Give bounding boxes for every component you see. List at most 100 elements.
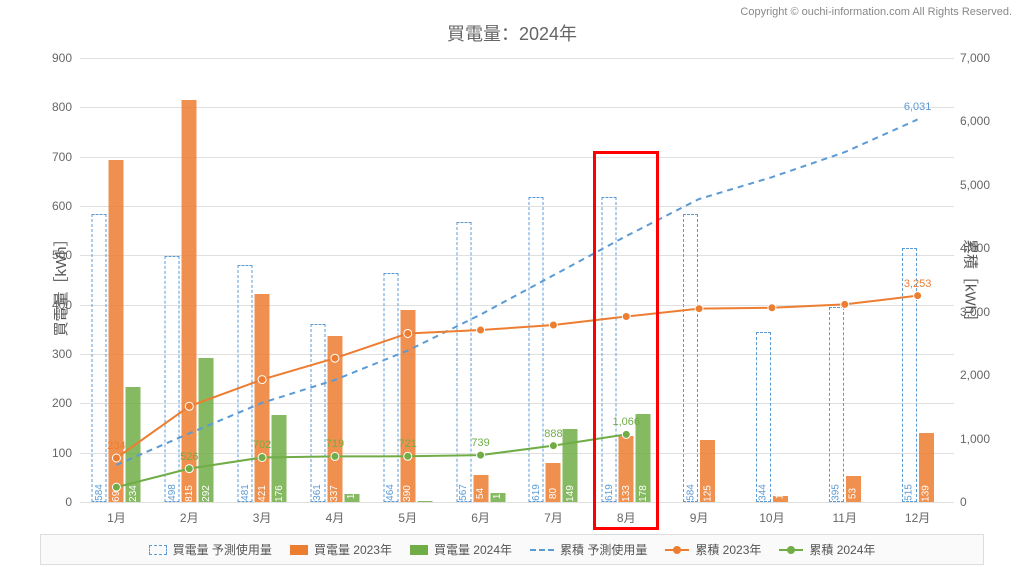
bar-forecast: 567	[456, 222, 471, 502]
legend-label: 買電量 2024年	[434, 541, 512, 558]
x-tick: 12月	[905, 509, 930, 526]
bar-2023: 133	[619, 436, 634, 502]
x-tick: 9月	[690, 509, 709, 526]
y-axis-left-label: 買電量［kWh］	[50, 231, 71, 336]
y-tick-right: 1,000	[960, 432, 1006, 446]
legend: 買電量 予測使用量 買電量 2023年 買電量 2024年 累積 予測使用量 累積 20…	[40, 534, 984, 565]
x-tick: 7月	[544, 509, 563, 526]
y-tick-right: 6,000	[960, 114, 1006, 128]
x-tick: 1月	[107, 509, 126, 526]
legend-item: 買電量 2024年	[410, 541, 512, 558]
legend-swatch	[410, 545, 428, 555]
bars-group: 481 421 176	[238, 265, 287, 502]
bar-label: 139	[921, 485, 932, 502]
legend-item: 累積 予測使用量	[530, 541, 647, 558]
bar-label: 176	[274, 485, 285, 502]
legend-swatch	[530, 549, 554, 551]
bar-label: 584	[685, 484, 696, 501]
bars-group: 498815292	[165, 100, 214, 502]
bars-group: 619 80149	[529, 197, 578, 502]
bar-label: 178	[638, 485, 649, 502]
bars-group: 395 53	[829, 307, 861, 502]
bar-label: 234	[128, 485, 139, 502]
line-point-label: 702	[253, 439, 271, 451]
bars-group: 619 133 178	[602, 197, 651, 502]
bar-label: 18	[492, 488, 503, 499]
bar-label: 17	[346, 488, 357, 499]
bar-label: 395	[831, 484, 842, 501]
bar-2024: 17	[344, 494, 359, 502]
y-tick-right: 3,000	[960, 305, 1006, 319]
grid-line	[80, 58, 954, 59]
legend-label: 累積 2023年	[695, 541, 761, 558]
legend-swatch	[149, 545, 167, 555]
chart-title: 買電量：2024年	[0, 20, 1024, 46]
legend-item: 累積 2023年	[665, 541, 761, 558]
bar-2023: 125	[700, 440, 715, 502]
bar-label: 125	[702, 485, 713, 502]
bar-2024: 176	[272, 415, 287, 502]
y-tick-right: 0	[960, 495, 1006, 509]
y-tick-right: 5,000	[960, 178, 1006, 192]
bar-label: 54	[475, 488, 486, 499]
bar-label: 619	[531, 484, 542, 501]
copyright-text: Copyright © ouchi-information.com All Ri…	[740, 6, 1012, 18]
bar-label: 694	[111, 485, 122, 502]
y-tick-left: 800	[32, 100, 72, 114]
legend-item: 買電量 2023年	[290, 541, 392, 558]
bar-2024: 292	[199, 358, 214, 502]
bar-label: 567	[458, 484, 469, 501]
legend-label: 買電量 予測使用量	[173, 541, 272, 558]
bar-label: 361	[312, 484, 323, 501]
bars-group: 567 54 18	[456, 222, 505, 502]
legend-marker-icon	[673, 546, 681, 554]
grid-line	[80, 502, 954, 503]
y-tick-left: 100	[32, 446, 72, 460]
plot-area: 010020030040050060070080090001,0002,0003…	[80, 58, 954, 502]
bar-2023: 53	[846, 476, 861, 502]
bars-group: 584 125	[683, 214, 715, 502]
bar-2023: 139	[919, 433, 934, 502]
x-tick: 10月	[759, 509, 784, 526]
y-tick-left: 300	[32, 347, 72, 361]
bar-label: 2	[419, 491, 430, 497]
legend-label: 累積 2024年	[809, 541, 875, 558]
legend-label: 累積 予測使用量	[560, 541, 647, 558]
bar-label: 619	[604, 484, 615, 501]
line-point-label: 1,066	[612, 416, 640, 428]
bar-label: 344	[758, 484, 769, 501]
legend-swatch	[290, 545, 308, 555]
bar-label: 13	[775, 488, 786, 499]
bar-2023: 390	[400, 310, 415, 502]
bars-group: 361 337 17	[310, 324, 359, 502]
bar-2023: 421	[255, 294, 270, 502]
bar-forecast: 361	[310, 324, 325, 502]
y-tick-left: 0	[32, 495, 72, 509]
bar-forecast: 464	[383, 273, 398, 502]
bar-2023: 13	[773, 496, 788, 502]
line-point-label: 234	[107, 440, 125, 452]
x-tick: 4月	[326, 509, 345, 526]
y-tick-left: 600	[32, 199, 72, 213]
y-tick-left: 700	[32, 150, 72, 164]
bar-forecast: 619	[529, 197, 544, 502]
bar-label: 464	[385, 484, 396, 501]
y-tick-right: 2,000	[960, 368, 1006, 382]
legend-label: 買電量 2023年	[314, 541, 392, 558]
y-tick-left: 500	[32, 248, 72, 262]
bar-2024: 2	[417, 501, 432, 502]
bar-forecast: 584	[92, 214, 107, 502]
bar-2023: 54	[473, 475, 488, 502]
legend-item: 買電量 予測使用量	[149, 541, 272, 558]
legend-swatch	[779, 549, 803, 551]
line-point-label: 721	[399, 438, 417, 450]
bar-label: 337	[329, 485, 340, 502]
bar-2024: 149	[563, 429, 578, 503]
x-tick: 11月	[833, 509, 857, 526]
bar-label: 481	[240, 484, 251, 501]
bar-label: 815	[184, 485, 195, 502]
legend-item: 累積 2024年	[779, 541, 875, 558]
bar-2023: 80	[546, 463, 561, 502]
legend-marker-icon	[787, 546, 795, 554]
bar-forecast: 619	[602, 197, 617, 502]
